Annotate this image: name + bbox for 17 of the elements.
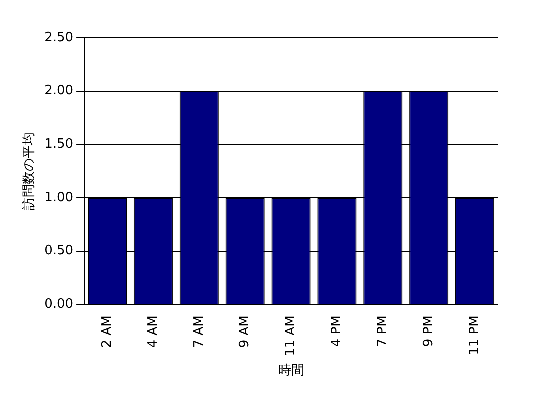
y-tick-label: 0.00 [44,296,74,312]
x-tick-label: 9 AM [238,316,253,348]
y-tick-label: 1.00 [44,190,74,206]
x-tick-label: 4 AM [146,316,161,348]
x-tick-label: 11 PM [467,316,482,356]
x-tick-label: 7 PM [376,316,391,348]
x-axis-title: 時間 [278,364,304,379]
y-tick-label: 1.50 [44,137,74,152]
x-tick-label: 9 PM [421,316,436,348]
x-tick-label: 11 AM [284,316,299,356]
y-tick-label: 0.50 [44,244,74,259]
x-tick-label: 4 PM [330,316,345,348]
x-tick-label: 7 AM [192,316,207,348]
x-tick-label: 2 AM [100,316,115,348]
y-tick-label: 2.50 [44,30,74,46]
y-axis-title: 訪問数の平均 [22,132,38,210]
y-tick-label: 2.00 [44,84,74,99]
